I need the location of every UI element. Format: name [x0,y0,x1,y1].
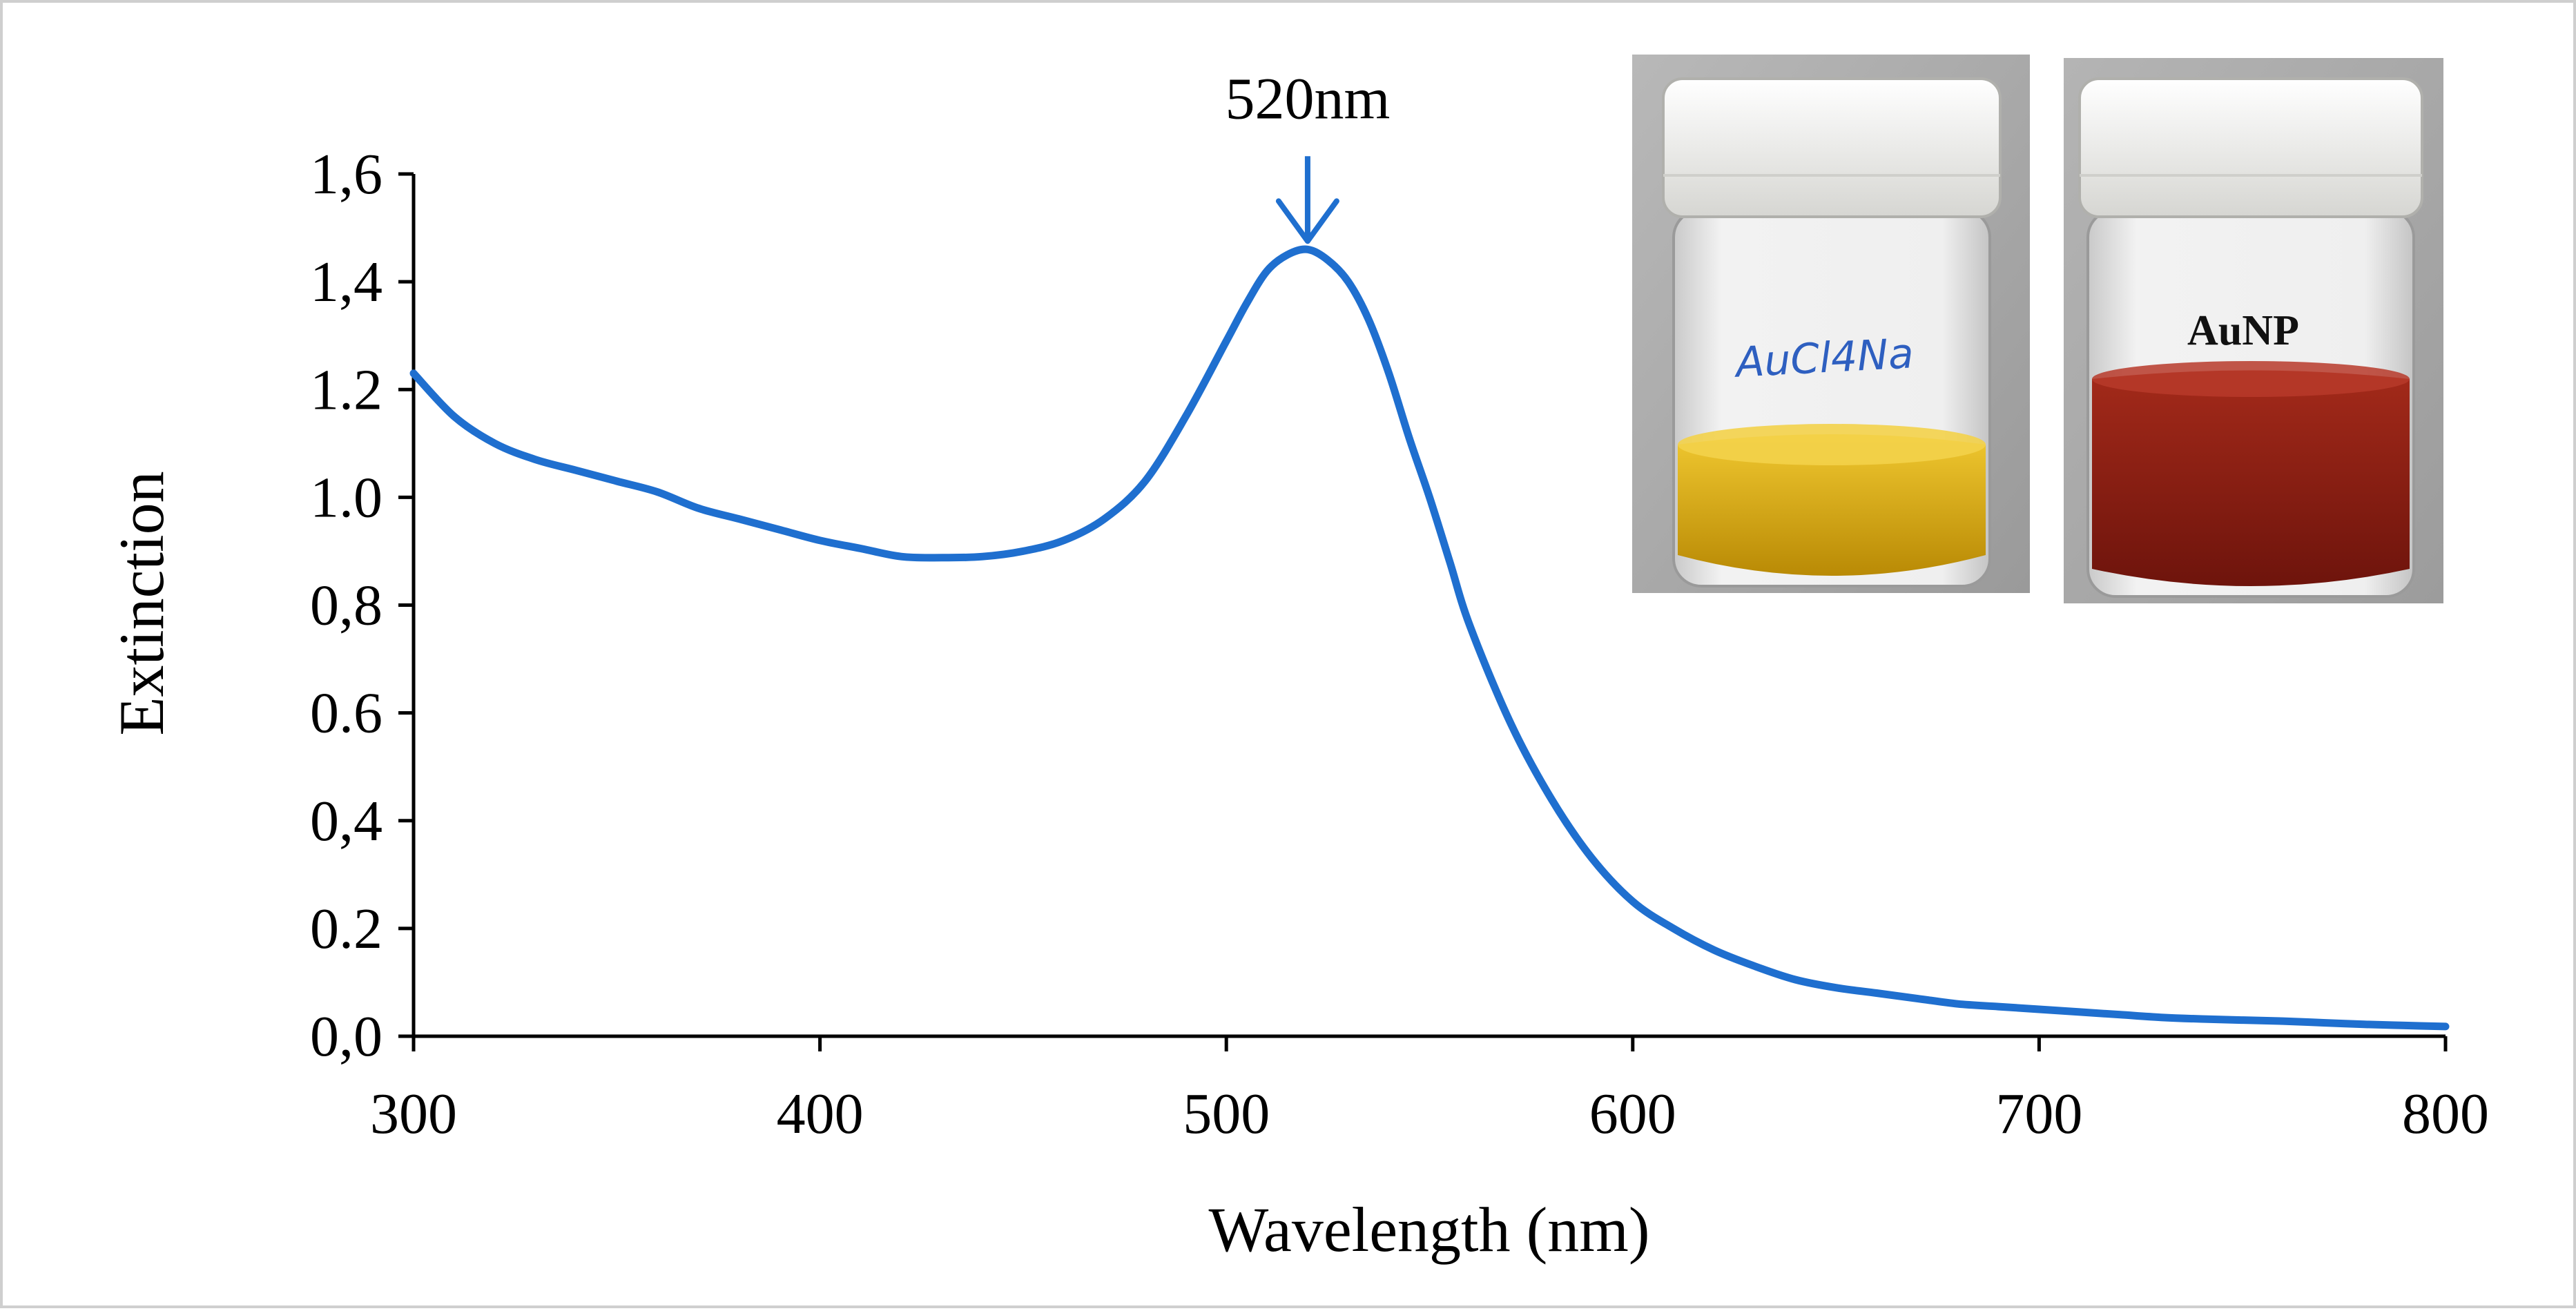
vial-photo-aucl4na: AuCl4Na [1632,55,2030,593]
peak-arrow-head [1275,198,1339,244]
y-tick-label: 0,8 [310,574,382,638]
x-tick-label: 300 [370,1082,457,1146]
x-tick-label: 400 [777,1082,864,1146]
vial-left-label: AuCl4Na [1732,329,1915,387]
vial-photo-aunp: AuNP [2064,58,2443,603]
x-tick-label: 500 [1183,1082,1270,1146]
y-tick-label: 1.2 [310,358,382,422]
extinction-chart: 0,0 0.2 0,4 0.6 0,8 1.0 1.2 1,4 1,6 300 400 500 600… [106,55,2489,1265]
y-tick-label: 0,0 [310,1004,382,1069]
peak-label: 520nm [1225,65,1390,131]
y-tick-label: 0.2 [310,897,382,961]
y-tick-label: 0,4 [310,789,382,853]
peak-annotation: 520nm [1225,65,1390,244]
y-axis-title: Extinction [106,471,177,735]
y-ticks: 0,0 0.2 0,4 0.6 0,8 1.0 1.2 1,4 1,6 [310,142,414,1069]
extinction-series-line [409,245,2450,1031]
y-tick-label: 1,4 [310,250,382,314]
x-tick-label: 800 [2402,1082,2489,1146]
y-tick-label: 1,6 [310,142,382,206]
x-tick-label: 600 [1589,1082,1676,1146]
y-tick-label: 1.0 [310,465,382,530]
x-tick-label: 700 [1995,1082,2082,1146]
y-tick-label: 0.6 [310,681,382,746]
x-axis-title: Wavelength (nm) [1209,1194,1650,1265]
x-ticks: 300 400 500 600 700 800 [370,1036,2489,1146]
vial-right-label: AuNP [2187,307,2299,354]
